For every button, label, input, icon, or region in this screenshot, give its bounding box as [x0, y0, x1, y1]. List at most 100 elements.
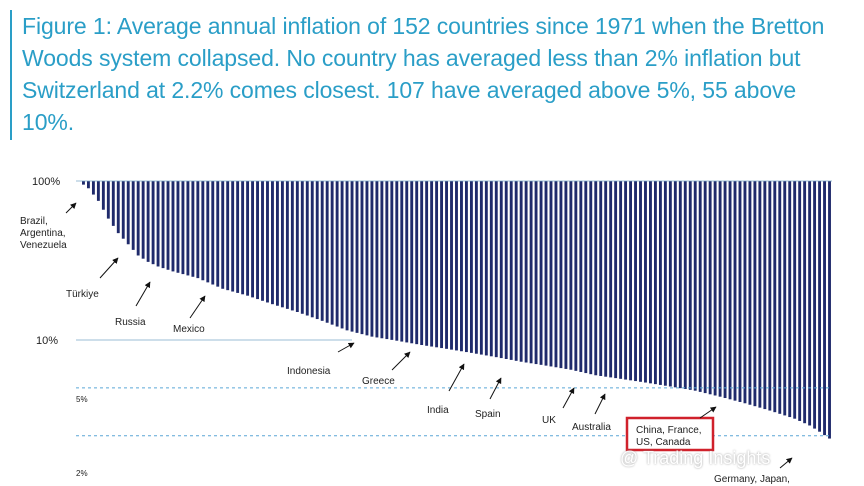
- bar-70: [420, 181, 424, 346]
- bar-75: [445, 181, 448, 349]
- bar-66: [400, 181, 404, 342]
- arrow-australia: [594, 393, 606, 415]
- bar-6: [101, 181, 105, 210]
- highlight-box: [625, 416, 715, 452]
- bar-122: [678, 181, 682, 389]
- bar-45: [295, 181, 299, 312]
- bar-84: [489, 181, 493, 357]
- bar-125: [693, 181, 697, 391]
- bar-28: [211, 181, 215, 285]
- y-tick-label-2: 2%: [76, 469, 88, 478]
- bar-7: [106, 181, 110, 219]
- bar-20: [171, 181, 175, 272]
- arrow-uk: [562, 387, 575, 409]
- bar-107: [604, 181, 608, 377]
- bar-121: [673, 181, 677, 388]
- bar-116: [649, 181, 652, 384]
- arrow-spain: [489, 377, 502, 400]
- y-tick-label-5: 5%: [76, 395, 88, 404]
- annotation-mexico: Mexico: [173, 324, 205, 335]
- bar-138: [758, 181, 762, 408]
- annotations-group: Brazil, Argentina, Venezuela Türkiye Russia M…: [20, 202, 793, 485]
- title-accent-bar: [10, 10, 12, 140]
- annotation-germany-japan: Germany, Japan,: [714, 474, 790, 485]
- bar-94: [539, 181, 543, 365]
- bar-26: [201, 181, 205, 281]
- bar-109: [614, 181, 618, 379]
- arrow-india: [448, 363, 465, 392]
- annotation-line: Brazil,: [20, 216, 48, 227]
- bar-139: [763, 181, 767, 410]
- bar-99: [564, 181, 568, 369]
- bar-33: [236, 181, 240, 293]
- bar-133: [733, 181, 737, 401]
- bar-9: [116, 181, 120, 234]
- bar-30: [221, 181, 225, 289]
- bar-137: [753, 181, 757, 407]
- bar-143: [783, 181, 787, 416]
- bar-108: [609, 181, 613, 378]
- annotation-line: UK: [542, 415, 556, 426]
- bar-72: [430, 181, 434, 347]
- bar-55: [345, 181, 349, 331]
- bar-41: [275, 181, 279, 306]
- bar-12: [131, 181, 135, 250]
- bar-146: [798, 181, 802, 421]
- bar-134: [738, 181, 742, 402]
- bar-79: [464, 181, 468, 353]
- watermark: @ Trading Insights: [620, 448, 771, 468]
- bar-119: [663, 181, 667, 386]
- bar-111: [624, 181, 628, 380]
- bar-87: [504, 181, 508, 359]
- bar-148: [808, 181, 812, 426]
- bar-151: [823, 181, 826, 436]
- bar-90: [519, 181, 523, 362]
- annotation-russia: Russia: [115, 317, 146, 328]
- bar-123: [683, 181, 687, 390]
- bar-15: [146, 181, 150, 262]
- bar-57: [355, 181, 359, 333]
- annotation-greece: Greece: [362, 376, 395, 387]
- bar-8: [111, 181, 115, 226]
- bar-44: [290, 181, 294, 311]
- bar-130: [718, 181, 722, 397]
- bar-4: [91, 181, 95, 195]
- arrow-brazil-argentina-venezuela: [65, 202, 77, 214]
- bar-2: [82, 181, 85, 185]
- annotation-line: Germany, Japan,: [714, 474, 790, 485]
- y-tick-label-10: 10%: [36, 335, 58, 347]
- annotation-indonesia: Indonesia: [287, 366, 331, 377]
- bar-63: [385, 181, 389, 340]
- bar-67: [405, 181, 409, 343]
- bar-93: [534, 181, 538, 365]
- bar-65: [395, 181, 399, 341]
- bar-76: [450, 181, 453, 350]
- bar-13: [136, 181, 140, 256]
- bar-152: [828, 181, 831, 439]
- bar-5: [96, 181, 100, 201]
- bar-50: [320, 181, 324, 321]
- bar-77: [455, 181, 458, 351]
- bar-36: [251, 181, 254, 298]
- bar-98: [559, 181, 563, 369]
- bar-132: [728, 181, 732, 400]
- bar-126: [698, 181, 702, 392]
- bar-78: [460, 181, 463, 352]
- bar-110: [619, 181, 623, 379]
- bar-83: [484, 181, 488, 356]
- bar-113: [634, 181, 637, 382]
- annotation-line: Venezuela: [20, 240, 67, 251]
- annotation-line: Russia: [115, 317, 146, 328]
- bar-124: [688, 181, 692, 390]
- bar-82: [479, 181, 483, 355]
- bar-51: [325, 181, 329, 323]
- arrow-russia: [135, 281, 151, 307]
- bar-68: [410, 181, 414, 344]
- annotation-china-france-us-canada: China, France, US, Canada: [636, 425, 702, 448]
- bar-101: [574, 181, 578, 371]
- bar-40: [271, 181, 274, 305]
- bar-115: [644, 181, 647, 383]
- y-tick-label-100: 100%: [32, 176, 60, 188]
- bar-86: [499, 181, 503, 359]
